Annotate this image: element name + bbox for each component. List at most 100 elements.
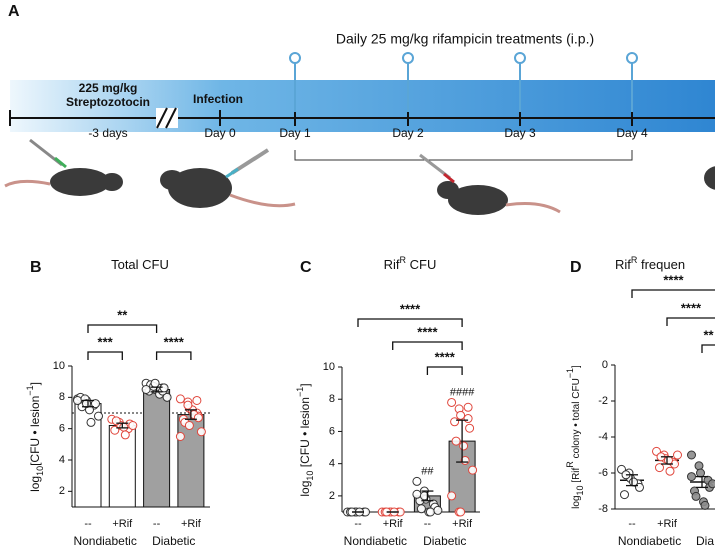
text-part: Rif <box>615 257 631 272</box>
data-point <box>192 395 202 405</box>
group-label: Nondiabetic <box>344 534 407 548</box>
group-label: Nondiabetic <box>618 534 681 548</box>
mouse-icons <box>4 138 715 215</box>
text-part: −1 <box>295 387 305 397</box>
pre-label: -3 days <box>88 126 127 140</box>
error-bar <box>696 475 708 489</box>
panel-letter: C <box>300 259 312 276</box>
significance-bracket <box>426 366 463 375</box>
data-point <box>175 432 185 441</box>
text-part: ] <box>28 382 42 385</box>
data-point <box>459 441 469 451</box>
data-point <box>119 422 129 432</box>
error-bar <box>116 422 129 429</box>
day-label: Day 4 <box>616 126 648 140</box>
text-part: −1 <box>565 368 575 378</box>
data-point <box>94 411 103 421</box>
significance-mark: #### <box>450 386 475 398</box>
timeline-ticks <box>9 110 633 126</box>
dose-markers <box>289 52 638 112</box>
data-point <box>451 436 461 446</box>
panel-letter: A <box>8 3 20 20</box>
error-bar <box>150 386 163 393</box>
text-part: −1 <box>25 385 35 395</box>
x-tick-label: +Rif <box>181 518 202 530</box>
treatment-bracket <box>294 150 633 161</box>
x-tick-label: -- <box>84 518 92 530</box>
data-point <box>128 421 138 431</box>
y-tick-label: -6 <box>598 467 608 479</box>
error-bar <box>626 474 638 487</box>
data-point <box>694 461 704 471</box>
y-axis-label: log10 [RifR colony • total CFU−1] <box>565 365 585 509</box>
significance-mark: ## <box>421 465 434 477</box>
text-part: R <box>631 255 638 265</box>
data-point <box>465 423 475 433</box>
data-point <box>447 491 457 501</box>
data-point <box>700 500 710 510</box>
x-tick-label: +Rif <box>657 518 678 530</box>
data-point <box>456 410 466 420</box>
y-tick-label: 2 <box>59 485 65 497</box>
group-label: Dia <box>696 534 714 548</box>
data-point <box>629 477 638 487</box>
significance-bracket <box>155 351 192 360</box>
data-point <box>687 450 696 460</box>
group-label: Nondiabetic <box>73 534 136 548</box>
data-point <box>150 378 160 388</box>
text-part: 10 <box>575 485 585 495</box>
dose-label: 225 mg/kg <box>79 81 138 95</box>
data-point <box>416 504 426 514</box>
y-tick-label: 6 <box>329 425 335 437</box>
group-label: Diabetic <box>152 534 195 548</box>
data-point <box>696 468 705 478</box>
significance-label: **** <box>435 349 456 364</box>
significance-bracket <box>631 289 715 298</box>
timeline-band <box>10 80 715 132</box>
data-point <box>673 450 682 460</box>
data-point <box>162 392 172 402</box>
bar <box>143 389 171 508</box>
text-part: CFU <box>406 257 436 272</box>
text-part: R <box>565 461 575 468</box>
y-tick-label: 10 <box>53 360 65 372</box>
text-part: colony • total CFU <box>571 378 582 461</box>
data-point <box>412 476 422 486</box>
text-part: log <box>28 476 42 492</box>
data-point <box>120 430 130 440</box>
significance-bracket <box>666 317 715 326</box>
error-bar <box>456 419 469 463</box>
y-tick-label: -8 <box>598 503 608 515</box>
data-point <box>159 383 169 393</box>
day-label: Day 1 <box>279 126 311 140</box>
error-bar <box>661 456 673 465</box>
significance-label: **** <box>663 272 684 287</box>
y-tick-label: 6 <box>59 423 65 435</box>
data-point <box>664 455 673 465</box>
text-part: log <box>298 481 312 497</box>
significance-label: **** <box>400 301 421 316</box>
data-point <box>708 479 715 489</box>
text-part: R <box>400 255 407 265</box>
x-tick-label: -- <box>424 518 432 530</box>
data-point <box>184 421 194 431</box>
text-part: [CFU • lesion <box>28 396 42 466</box>
y-tick-label: 4 <box>329 458 335 470</box>
significance-bracket <box>87 324 158 333</box>
significance-label: ** <box>117 307 128 322</box>
text-part: Total CFU <box>111 257 169 272</box>
chart-title: RifR CFU <box>384 255 437 272</box>
x-tick-label: +Rif <box>452 518 473 530</box>
y-tick-label: 0 <box>602 359 608 371</box>
significance-label: **** <box>681 300 702 315</box>
y-tick-label: 10 <box>323 361 335 373</box>
y-tick-label: 2 <box>329 490 335 502</box>
panel-letter: D <box>570 259 582 276</box>
y-axis-label: log10 [CFU • lesion−1] <box>295 383 315 496</box>
treatment-label: Daily 25 mg/kg rifampicin treatments (i.… <box>336 31 594 47</box>
data-point <box>412 489 422 499</box>
data-point <box>691 491 701 501</box>
significance-label: **** <box>164 334 185 349</box>
